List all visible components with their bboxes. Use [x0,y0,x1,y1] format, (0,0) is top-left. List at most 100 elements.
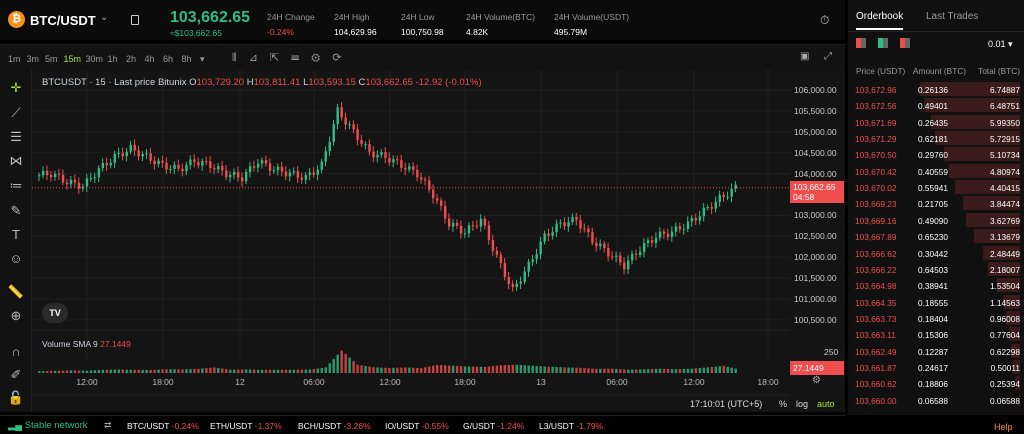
both-sides-view-icon[interactable] [856,38,866,48]
orderbook-row[interactable]: 103,664.35 0.18555 1.14563 [855,294,1020,310]
text-icon[interactable]: T [12,227,20,242]
row-total: 5.10734 [990,150,1020,161]
unlock-icon[interactable]: 🔓 [7,390,25,405]
volume-bar [611,368,614,373]
orderbook-row[interactable]: 103,666.22 0.64503 2.18007 [855,261,1020,277]
orderbook-row[interactable]: 103,663.11 0.15306 0.77604 [855,326,1020,342]
crosshair-icon[interactable]: ✛ [10,80,22,95]
chart-area[interactable]: 12:00 18:00 12 06:00 12:00 18:00 13 06:00 12:00 1… [32,70,790,412]
emoji-icon[interactable]: ☺ [9,251,23,266]
zoom-in-icon[interactable]: ⊕ [10,308,22,323]
orderbook-row[interactable]: 103,669.23 0.21705 3.84474 [855,195,1020,211]
volume-bar [392,367,395,373]
candle-body [264,160,268,164]
brush-icon[interactable]: ✎ [10,203,22,218]
timeframe-15m[interactable]: 15m [63,54,82,64]
volume-bar [670,369,674,373]
precision-select[interactable]: 0.01 ▾ [988,39,1013,49]
notes-icon[interactable] [131,15,139,25]
ticker-L3/USDT[interactable]: L3/USDT -1.79% [539,421,603,431]
price-tick: 105,000.00 [794,126,837,137]
chevron-down-icon[interactable]: ⌄ [100,12,109,23]
candle-body [344,117,347,125]
timeframe-more[interactable]: ▾ [200,54,205,64]
price-axis[interactable]: 106,000.00 105,500.00 105,000.00 104,500.00… [790,70,845,412]
timeframe-2h[interactable]: 2h [126,54,137,64]
candle-body [41,170,45,176]
trendline-icon[interactable]: ⟋ [11,105,21,120]
orderbook-row[interactable]: 103,660.00 0.06588 0.06588 [855,392,1020,408]
ticker-IO/USDT[interactable]: IO/USDT -0.55% [385,421,449,431]
volume-bar [237,369,240,373]
ticker-symbol: BCH/USDT [298,421,342,431]
orderbook-row[interactable]: 103,671.29 0.62181 5.72915 [855,130,1020,146]
candle-body [451,222,455,227]
tab-last-trades[interactable]: Last Trades [926,11,979,22]
ticker-ETH/USDT[interactable]: ETH/USDT -1.37% [210,421,282,431]
help-link[interactable]: Help [994,422,1013,432]
orderbook-row[interactable]: 103,669.16 0.49090 3.62769 [855,212,1020,228]
candle-body [77,182,81,189]
volume-legend: Volume SMA 9 27.1449 [42,339,131,349]
stat-value: 104,629.96 [334,27,377,37]
ticker-G/USDT[interactable]: G/USDT -1.24% [463,421,524,431]
row-price: 103,671.29 [855,134,897,145]
orderbook-row[interactable]: 103,667.89 0.65230 3.13679 [855,228,1020,244]
stat-label: 24H Volume(BTC) [466,12,535,22]
precision-value: 0.01 [988,39,1006,49]
price-tick: 102,000.00 [794,252,837,263]
fullscreen-icon[interactable]: ⤢ [824,51,832,62]
ticker-settings-icon[interactable]: ⇄ [104,420,112,430]
ticker-BTC/USDT[interactable]: BTC/USDT -0.24% [127,421,199,431]
candle-body [161,160,164,163]
fib-icon[interactable]: ≔ [9,178,23,193]
tab-orderbook[interactable]: Orderbook [856,11,904,30]
pattern-icon[interactable]: ⋈ [9,153,23,168]
asks-view-icon[interactable] [900,38,910,48]
timeframe-4h[interactable]: 4h [144,54,155,64]
lock-drawing-icon[interactable]: ✐ [10,367,22,382]
orderbook-row[interactable]: 103,671.69 0.26435 5.99350 [855,114,1020,130]
orderbook-row[interactable]: 103,666.62 0.30442 2.48449 [855,245,1020,261]
timer-icon[interactable]: ⏱ [820,13,830,27]
timeframe-1h[interactable]: 1h [107,54,118,64]
candle-body [603,243,606,249]
auto-toggle[interactable]: auto [817,399,835,409]
ticker-BCH/USDT[interactable]: BCH/USDT -3.26% [298,421,371,431]
volume-bar [412,367,415,373]
timeframe-1m[interactable]: 1m [8,54,21,64]
ruler-icon[interactable]: 📏 [7,284,25,299]
volume-current-label: 27.1449 [790,361,844,375]
orderbook-row[interactable]: 103,661.87 0.24617 0.50011 [855,359,1020,375]
orderbook-row[interactable]: 103,663.73 0.18404 0.96008 [855,310,1020,326]
volume-bar [185,369,188,373]
orderbook-row[interactable]: 103,660.62 0.18806 0.25394 [855,375,1020,391]
timeframe-6h[interactable]: 6h [163,54,174,64]
orderbook-row[interactable]: 103,662.49 0.12287 0.62298 [855,343,1020,359]
orderbook-row[interactable]: 103,670.50 0.29760 5.10734 [855,146,1020,162]
settings-icon[interactable]: ⚙ [812,375,821,386]
orderbook-row[interactable]: 103,670.02 0.55941 4.40415 [855,179,1020,195]
volume-bar [248,369,252,373]
chart-tool-icons[interactable]: ⫴⊿⇱☰⚙⟳ [232,52,354,64]
time-tick: 18:00 [454,377,476,387]
orderbook-row[interactable]: 103,672.96 0.26136 6.74887 [855,81,1020,97]
horizontal-lines-icon[interactable]: ☰ [10,129,22,144]
symbol-selector[interactable]: BTC/USDT [30,13,96,28]
orderbook-row[interactable]: 103,664.98 0.38941 1.53504 [855,277,1020,293]
layout-icon[interactable]: ▣ [800,51,810,62]
volume-bar [710,366,714,373]
bids-view-icon[interactable] [878,38,888,48]
orderbook-row[interactable]: 103,672.56 0.49401 6.48751 [855,97,1020,113]
timeframe-8h[interactable]: 8h [181,54,192,64]
candlestick-chart[interactable]: 12:00 18:00 12 06:00 12:00 18:00 13 06:00 12:00 1… [32,70,790,412]
orderbook-row[interactable]: 103,670.42 0.40559 4.80974 [855,163,1020,179]
percent-toggle[interactable]: % [779,399,788,409]
row-total: 0.25394 [990,379,1020,390]
candle-body [420,177,423,180]
timeframe-3m[interactable]: 3m [26,54,40,64]
magnet-icon[interactable]: ∩ [11,344,21,359]
timeframe-5m[interactable]: 5m [45,54,58,64]
log-toggle[interactable]: log [796,399,809,409]
timeframe-30m[interactable]: 30m [85,54,104,64]
